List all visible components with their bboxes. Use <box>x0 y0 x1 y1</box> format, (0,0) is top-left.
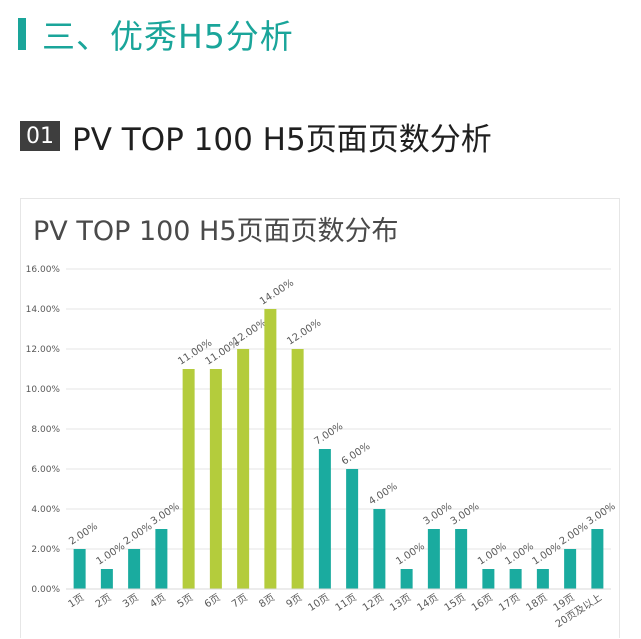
subsection-header: 01 PV TOP 100 H5页面页数分析 <box>20 116 492 158</box>
y-tick-label: 14.00% <box>26 305 61 315</box>
bar <box>482 569 495 589</box>
x-tick-label: 5页 <box>175 591 195 610</box>
bar <box>536 569 549 589</box>
bar <box>373 509 386 589</box>
data-label: 3.00% <box>422 501 455 528</box>
data-label: 1.00% <box>476 541 509 568</box>
data-label: 2.00% <box>122 521 155 548</box>
x-tick-label: 12页 <box>360 591 386 613</box>
x-tick-label: 3页 <box>120 591 140 610</box>
section-title: 三、优秀H5分析 <box>42 17 294 56</box>
bar <box>291 349 304 589</box>
data-label: 1.00% <box>503 541 536 568</box>
y-tick-label: 6.00% <box>31 465 60 475</box>
data-label: 2.00% <box>558 521 591 548</box>
y-tick-label: 12.00% <box>26 345 61 355</box>
chart-panel: PV TOP 100 H5页面页数分布 0.00% 2.00% 4.00% 6.00%… <box>20 198 620 638</box>
bar <box>100 569 113 589</box>
x-tick-label: 11页 <box>333 591 359 613</box>
data-label: 3.00% <box>449 501 482 528</box>
x-tick-label: 15页 <box>442 591 468 613</box>
y-tick-label: 8.00% <box>31 425 60 435</box>
bar <box>427 529 440 589</box>
x-tick-label: 2页 <box>93 591 113 610</box>
data-label: 3.00% <box>149 501 182 528</box>
section-header: 三、优秀H5分析 <box>18 14 294 56</box>
bar-chart: 0.00% 2.00% 4.00% 6.00% 8.00% 10.00% 12.00% 14.… <box>26 265 618 630</box>
bar <box>209 369 222 589</box>
x-tick-label: 14页 <box>415 591 441 613</box>
x-tick-label: 16页 <box>469 591 495 613</box>
data-label: 12.00% <box>285 318 323 348</box>
bar <box>509 569 522 589</box>
bar <box>318 449 331 589</box>
bar <box>155 529 168 589</box>
data-label: 2.00% <box>67 521 100 548</box>
subsection-title: PV TOP 100 H5页面页数分析 <box>72 121 492 158</box>
data-label: 1.00% <box>531 541 564 568</box>
data-label: 14.00% <box>258 278 296 308</box>
y-tick-label: 10.00% <box>26 385 61 395</box>
bar <box>455 529 468 589</box>
chart-title: PV TOP 100 H5页面页数分布 <box>33 216 399 247</box>
y-tick-label: 4.00% <box>31 505 60 515</box>
data-label: 12.00% <box>231 318 269 348</box>
bar <box>564 549 577 589</box>
data-label: 1.00% <box>394 541 427 568</box>
x-tick-label: 10页 <box>306 591 332 613</box>
data-label: 6.00% <box>340 441 373 468</box>
y-tick-label: 16.00% <box>26 265 61 275</box>
subsection-number-badge: 01 <box>20 121 60 151</box>
bar <box>73 549 86 589</box>
x-tick-label: 18页 <box>524 591 550 613</box>
x-tick-label: 13页 <box>388 591 414 613</box>
data-label: 1.00% <box>95 541 128 568</box>
x-tick-label: 4页 <box>148 591 168 610</box>
bar <box>264 309 277 589</box>
y-tick-label: 0.00% <box>31 585 60 595</box>
section-accent-bar <box>18 18 26 50</box>
x-tick-label: 1页 <box>66 591 86 610</box>
data-label: 7.00% <box>313 421 346 448</box>
data-label: 4.00% <box>367 481 400 508</box>
data-label: 3.00% <box>585 501 618 528</box>
x-tick-label: 9页 <box>284 591 304 610</box>
x-tick-label: 17页 <box>497 591 523 613</box>
bar <box>346 469 359 589</box>
bar <box>400 569 413 589</box>
bar <box>128 549 141 589</box>
bar <box>182 369 195 589</box>
bar <box>237 349 250 589</box>
y-tick-label: 2.00% <box>31 545 60 555</box>
x-tick-label: 6页 <box>202 591 222 610</box>
x-tick-label: 7页 <box>229 591 249 610</box>
bar <box>591 529 604 589</box>
x-tick-label: 8页 <box>257 591 277 610</box>
